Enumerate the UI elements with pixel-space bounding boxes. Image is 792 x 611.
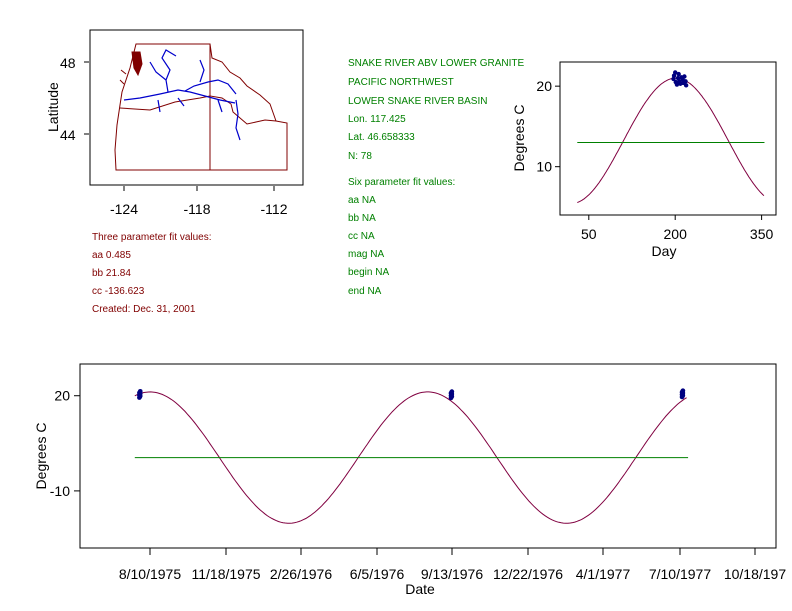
date-xtick-label: 10/18/197: [724, 566, 786, 582]
day-plot-frame: [559, 61, 777, 216]
date-xtick-label: 12/22/1976: [493, 566, 563, 582]
day-data-point: [673, 70, 678, 75]
three-param-aa: aa 0.485: [92, 250, 131, 261]
date-xtick-label: 4/1/1977: [576, 566, 631, 582]
day-ylabel: Degrees C: [511, 105, 527, 172]
six-param-title: Six parameter fit values:: [348, 177, 456, 188]
six-param-begin: begin NA: [348, 267, 390, 278]
date-xtick-label: 2/26/1976: [270, 566, 332, 582]
date-fit-curve: [134, 391, 687, 524]
station-n: N: 78: [348, 151, 372, 162]
map-ylabel: Latitude: [45, 82, 61, 132]
created-date: Created: Dec. 31, 2001: [92, 304, 196, 315]
date-plot-frame: [79, 363, 777, 549]
map-ytick-label-44: 44: [60, 127, 76, 143]
day-data-point: [682, 74, 687, 79]
date-xtick-label: 6/5/1976: [350, 566, 405, 582]
date-xtick-label: 11/18/1975: [191, 566, 260, 582]
station-basin: LOWER SNAKE RIVER BASIN: [348, 96, 488, 107]
map-xtick-label-112: -112: [261, 201, 288, 217]
six-param-bb: bb NA: [348, 213, 376, 224]
six-param-aa: aa NA: [348, 195, 376, 206]
rivers: [123, 49, 241, 141]
date-ylabel: Degrees C: [33, 423, 49, 490]
six-param-end: end NA: [348, 286, 382, 297]
date-chart: 8/10/1975 11/18/1975 2/26/1976 6/5/1976 9/13…: [33, 363, 786, 597]
state-line-or-wa: [119, 95, 211, 111]
date-xtick-label: 8/10/1975: [119, 566, 181, 582]
state-line-id-mt: [209, 43, 277, 122]
day-data-point: [683, 83, 689, 88]
day-data-point: [674, 82, 680, 87]
station-region: PACIFIC NORTHWEST: [348, 77, 454, 88]
station-name: SNAKE RIVER ABV LOWER GRANITE: [348, 58, 525, 69]
six-param-cc: cc NA: [348, 231, 375, 242]
date-xtick-label: 7/10/1977: [649, 566, 711, 582]
day-xtick-label: 50: [581, 226, 597, 242]
map-frame: [89, 29, 304, 186]
date-xlabel: Date: [405, 581, 435, 597]
three-param-bb: bb 21.84: [92, 268, 131, 279]
six-param-mag: mag NA: [348, 249, 385, 260]
day-ytick-label: 20: [536, 78, 552, 94]
day-data-point: [683, 79, 688, 84]
map-xtick-label-124: -124: [110, 201, 138, 217]
location-map: 48 44 -124 -118 -112 Latitude: [45, 29, 304, 217]
day-xtick-label: 350: [750, 226, 774, 242]
day-xtick-label: 200: [664, 226, 688, 242]
puget-sound: [131, 51, 143, 77]
map-xtick-label-118: -118: [184, 201, 211, 217]
day-chart: 50 200 350 20 10 Day Degrees C: [511, 61, 777, 259]
three-param-cc: cc -136.623: [92, 286, 145, 297]
map-ytick-label-48: 48: [60, 55, 76, 71]
station-lon: Lon. 117.425: [348, 114, 406, 125]
day-xlabel: Day: [652, 243, 677, 259]
coast-marks: [119, 69, 127, 85]
day-ytick-label: 10: [536, 159, 552, 175]
three-param-title: Three parameter fit values:: [92, 232, 212, 243]
date-data-point: [449, 389, 455, 394]
date-data-point: [680, 388, 686, 393]
day-data-point: [676, 71, 681, 77]
day-fit-curve: [577, 77, 765, 204]
station-lat: Lat. 46.658333: [348, 132, 415, 143]
date-xtick-label: 9/13/1976: [421, 566, 483, 582]
date-ytick-label: -10: [50, 483, 70, 499]
date-ytick-label: 20: [54, 388, 70, 404]
date-data-point: [137, 388, 143, 394]
